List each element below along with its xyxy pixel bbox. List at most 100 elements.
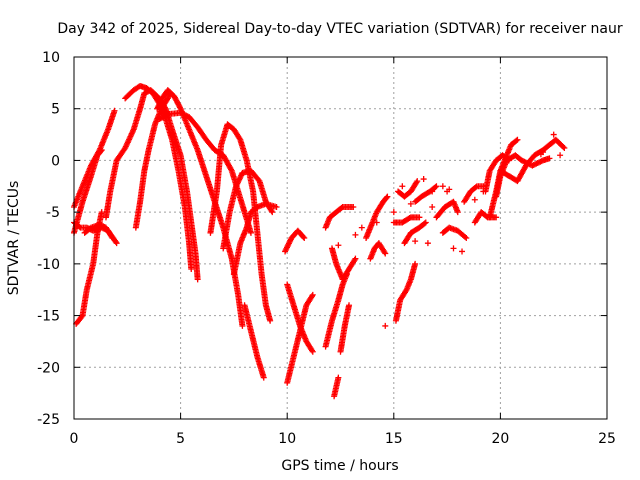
data-point [268, 207, 275, 214]
plot-frame [73, 56, 608, 420]
data-point [78, 313, 85, 320]
data-point [382, 250, 389, 257]
data-point [493, 214, 500, 221]
data-point [412, 238, 419, 245]
data-point [373, 219, 380, 226]
data-point [194, 276, 201, 283]
y-tick-label: -25 [37, 412, 60, 428]
x-tick-label: 15 [385, 431, 403, 447]
data-point [381, 249, 388, 256]
data-point [97, 148, 104, 155]
data-point [351, 256, 358, 263]
data-point [560, 143, 567, 150]
data-point [480, 188, 487, 195]
data-point [561, 145, 568, 152]
y-tick-label: -5 [46, 205, 60, 221]
data-point [459, 248, 466, 255]
data-point [300, 233, 307, 240]
data-point [414, 178, 421, 185]
data-point [413, 179, 420, 186]
data-point [450, 245, 457, 252]
data-point [382, 322, 389, 329]
data-point [422, 219, 429, 226]
data-point [439, 183, 446, 190]
data-point [308, 293, 315, 300]
data-point [546, 155, 553, 162]
data-point [228, 166, 235, 173]
data-point [236, 135, 243, 142]
data-point [432, 184, 439, 191]
data-point [420, 176, 427, 183]
data-point [537, 151, 544, 158]
data-point [454, 209, 461, 216]
data-point [390, 209, 397, 216]
data-point [358, 224, 365, 231]
data-point [346, 302, 353, 309]
x-tick-label: 25 [598, 431, 616, 447]
data-point [239, 322, 246, 329]
data-point [384, 193, 391, 200]
y-tick-label: -10 [37, 257, 60, 273]
data-point [407, 200, 414, 207]
grid-lines [74, 57, 607, 419]
data-point [273, 203, 280, 210]
x-axis-title: GPS time / hours [281, 458, 398, 474]
y-tick-label: 5 [51, 102, 60, 118]
y-tick-labels: -25 -20 -15 -10 -5 0 5 10 [37, 50, 60, 428]
data-point [421, 220, 428, 227]
data-point [269, 209, 276, 216]
x-tick-labels: 0 5 10 15 20 25 [70, 431, 616, 447]
data-point [444, 188, 451, 195]
data-point [335, 242, 342, 249]
data-point [412, 260, 419, 267]
x-tick-label: 10 [278, 431, 296, 447]
x-tick-label: 5 [176, 431, 185, 447]
axis-ticks [73, 56, 608, 420]
y-tick-label: 0 [51, 153, 60, 169]
data-point [463, 235, 470, 241]
data-point [462, 233, 469, 240]
data-marks [71, 82, 568, 400]
data-point [514, 136, 521, 143]
data-point [108, 233, 115, 240]
data-point [383, 194, 390, 201]
x-tick-label: 20 [491, 431, 509, 447]
data-point [309, 291, 316, 298]
data-point [352, 231, 359, 238]
data-point [429, 188, 436, 195]
data-point [98, 209, 105, 216]
data-point [352, 255, 359, 262]
data-point [399, 183, 406, 190]
data-point [309, 348, 316, 355]
data-point [111, 107, 118, 114]
data-point [301, 235, 308, 241]
data-point [550, 131, 557, 138]
chart-title: Day 342 of 2025, Sidereal Day-to-day VTE… [57, 21, 623, 37]
data-point [112, 238, 119, 245]
data-point [416, 214, 423, 221]
data-point [260, 374, 267, 381]
data-point [335, 374, 342, 381]
data-point [350, 203, 357, 210]
data-point [433, 183, 440, 190]
data-point [76, 223, 83, 230]
data-point [188, 266, 195, 273]
data-point [472, 184, 479, 191]
data-point [113, 240, 120, 247]
y-tick-label: 10 [42, 50, 60, 66]
y-axis-title: SDTVAR / TECUs [6, 181, 22, 296]
x-tick-label: 0 [70, 431, 79, 447]
data-point [424, 240, 431, 247]
data-point [513, 137, 520, 144]
y-tick-label: -20 [37, 360, 60, 376]
data-point [308, 347, 315, 354]
data-point [267, 317, 274, 324]
y-tick-label: -15 [37, 309, 60, 325]
data-point [471, 196, 478, 203]
data-point [429, 203, 436, 210]
data-point [109, 235, 116, 241]
data-point [98, 147, 105, 154]
data-point [557, 152, 564, 159]
data-point [247, 229, 254, 236]
